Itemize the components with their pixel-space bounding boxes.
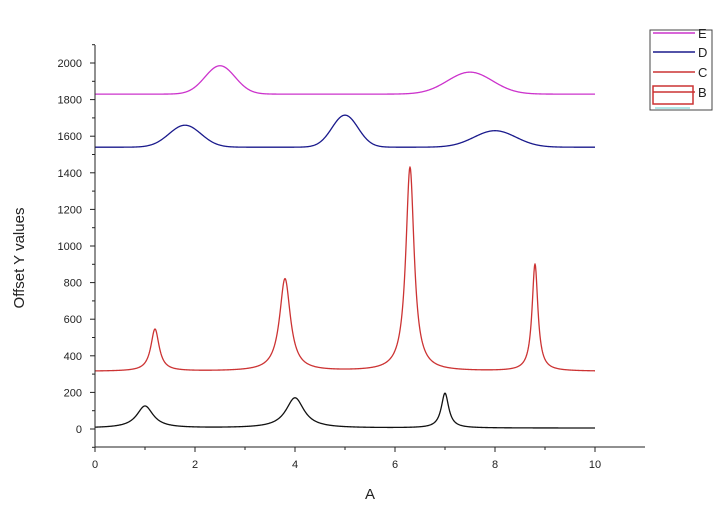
y-tick-label: 2000 [58, 58, 82, 70]
series-line-c [94, 166, 596, 372]
x-tick-label: 4 [292, 459, 298, 471]
y-tick-label: 400 [64, 351, 82, 363]
series-line-d [94, 114, 596, 148]
y-tick-label: 200 [64, 387, 82, 399]
x-tick-label: 0 [92, 459, 98, 471]
y-tick-label: 1400 [58, 168, 82, 180]
y-axis-title: Offset Y values [11, 208, 28, 309]
series-layer [94, 65, 596, 429]
series-line-b [94, 392, 596, 429]
legend-highlight-b [652, 85, 694, 105]
legend-box [649, 29, 713, 111]
series-line-e [94, 65, 596, 95]
x-tick-label: 6 [392, 459, 398, 471]
legend-label-c: C [698, 65, 707, 80]
x-axis-ticks: 0 2 4 6 8 10 [92, 447, 601, 471]
y-tick-label: 1200 [58, 204, 82, 216]
y-tick-label: 1600 [58, 131, 82, 143]
x-tick-label: 10 [589, 459, 601, 471]
y-tick-label: 600 [64, 314, 82, 326]
y-axis-ticks: 0 200 400 600 800 1000 1200 1400 1600 1800 2000 [58, 44, 95, 448]
legend-label-e: E [698, 26, 707, 41]
y-tick-label: 1000 [58, 241, 82, 253]
x-tick-label: 8 [492, 459, 498, 471]
x-tick-label: 2 [192, 459, 198, 471]
legend-label-b: B [698, 85, 707, 100]
y-tick-label: 800 [64, 278, 82, 290]
x-axis-title: A [365, 486, 375, 503]
y-tick-label: 0 [76, 424, 82, 436]
y-tick-label: 1800 [58, 95, 82, 107]
legend-label-d: D [698, 45, 707, 60]
